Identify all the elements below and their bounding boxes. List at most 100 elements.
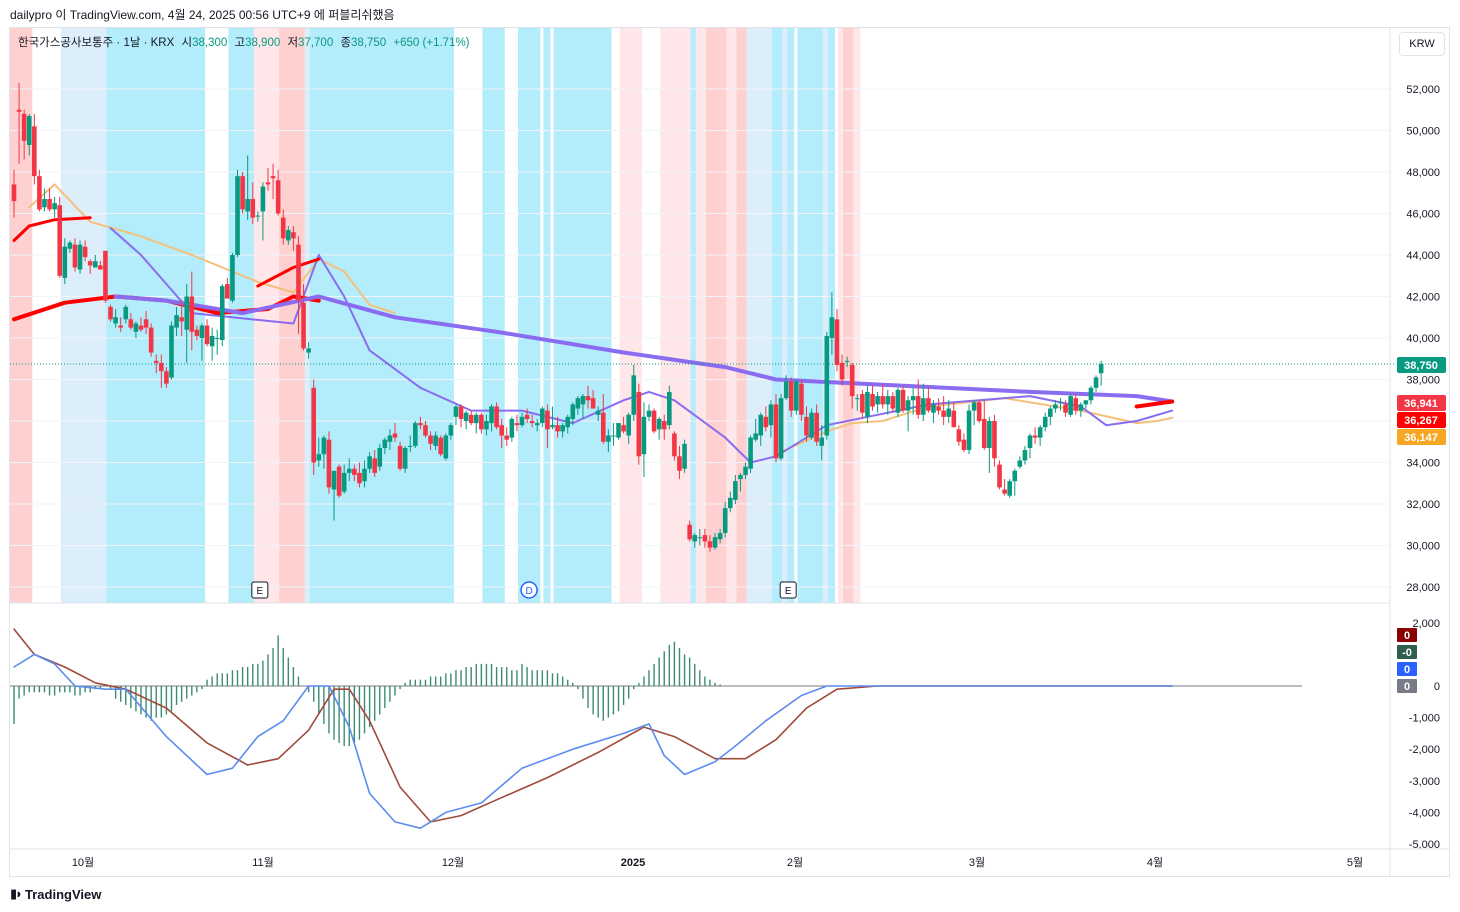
candle bbox=[473, 412, 479, 434]
candle-body bbox=[829, 317, 835, 338]
candle-body bbox=[743, 466, 748, 475]
symbol-legend[interactable]: 한국가스공사보통주 · 1날 · KRX 시38,300 고38,900 저37… bbox=[18, 34, 470, 50]
macd-value-label-bg bbox=[1397, 679, 1417, 693]
candle-body bbox=[809, 412, 814, 438]
candle bbox=[966, 404, 972, 455]
candle bbox=[921, 383, 926, 421]
candle bbox=[794, 379, 799, 415]
candle bbox=[1048, 406, 1053, 426]
candle bbox=[626, 412, 631, 444]
candle bbox=[194, 325, 200, 341]
candle-body bbox=[1063, 404, 1068, 413]
candle bbox=[346, 458, 352, 482]
candle bbox=[62, 238, 68, 285]
candle bbox=[92, 255, 98, 268]
candle-body bbox=[57, 205, 63, 276]
candle-body bbox=[346, 468, 352, 473]
candle-body bbox=[834, 319, 840, 365]
candle bbox=[646, 404, 652, 421]
background-band bbox=[746, 28, 774, 603]
candle bbox=[123, 304, 129, 324]
candle bbox=[418, 416, 423, 430]
candle-body bbox=[555, 425, 560, 432]
candle-body bbox=[575, 398, 581, 409]
candle bbox=[494, 402, 499, 430]
candle-body bbox=[1073, 398, 1079, 411]
candle bbox=[153, 354, 159, 374]
candle-body bbox=[377, 447, 383, 467]
candlestick-series bbox=[11, 82, 1104, 552]
candle-body bbox=[331, 470, 337, 490]
candle-body bbox=[286, 230, 291, 241]
candle bbox=[387, 429, 393, 451]
background-bands bbox=[10, 28, 861, 603]
candle bbox=[804, 406, 809, 442]
candle bbox=[87, 259, 93, 274]
macd-tick-label: -5,000 bbox=[1409, 839, 1440, 851]
background-band bbox=[853, 28, 861, 603]
candle-body bbox=[961, 439, 967, 451]
candle bbox=[47, 188, 52, 212]
tradingview-footer[interactable]: ▮◗ TradingView bbox=[10, 886, 101, 902]
candle-body bbox=[748, 437, 753, 469]
candle bbox=[286, 225, 291, 245]
candle-body bbox=[595, 410, 601, 415]
time-tick-label: 2월 bbox=[787, 856, 803, 869]
time-tick-label: 3월 bbox=[969, 856, 985, 869]
earnings-marker-icon bbox=[251, 581, 269, 599]
macd-value-label: 0 bbox=[1397, 628, 1417, 642]
candle-body bbox=[291, 232, 296, 239]
last-price-label-bg bbox=[1397, 357, 1446, 373]
candle-body bbox=[509, 418, 515, 438]
candle bbox=[941, 396, 946, 426]
candle bbox=[951, 402, 957, 428]
candle bbox=[458, 404, 464, 428]
candle-body bbox=[413, 423, 418, 446]
candle bbox=[743, 462, 748, 480]
chart-frame bbox=[9, 27, 1450, 877]
candle bbox=[722, 501, 728, 538]
background-band bbox=[553, 28, 612, 603]
candle bbox=[275, 169, 281, 216]
candle bbox=[1007, 479, 1012, 498]
candle bbox=[1042, 412, 1048, 432]
candle bbox=[905, 396, 911, 432]
candle bbox=[402, 445, 408, 473]
ma-red-line bbox=[1134, 399, 1175, 409]
candle-body bbox=[240, 176, 245, 210]
candle bbox=[555, 416, 560, 438]
candle bbox=[824, 331, 830, 440]
candle bbox=[82, 240, 88, 262]
candle-body bbox=[1098, 363, 1104, 374]
candle bbox=[270, 163, 276, 199]
candle-body bbox=[677, 456, 682, 471]
candle bbox=[407, 435, 413, 453]
candle-body bbox=[885, 396, 891, 405]
candle-body bbox=[1002, 489, 1007, 494]
candle-body bbox=[62, 246, 68, 278]
currency-button[interactable]: KRW bbox=[1399, 32, 1445, 56]
candle-body bbox=[153, 360, 159, 363]
candle bbox=[870, 385, 875, 411]
price-tick-label: 50,000 bbox=[1406, 126, 1440, 138]
candle bbox=[397, 441, 403, 471]
candle bbox=[992, 414, 997, 467]
candle bbox=[987, 416, 992, 473]
candle bbox=[489, 404, 494, 432]
candle-body bbox=[204, 325, 210, 345]
candle-body bbox=[692, 535, 698, 542]
candle bbox=[534, 418, 540, 432]
event-marker-label: D bbox=[525, 586, 532, 597]
price-tick-label: 38,000 bbox=[1406, 375, 1440, 387]
candle-body bbox=[1032, 435, 1038, 438]
candle bbox=[296, 236, 301, 334]
ma-orange-line bbox=[28, 183, 396, 315]
candle-body bbox=[484, 421, 489, 430]
candle-body bbox=[540, 408, 545, 424]
ma-purple-fast-line bbox=[109, 227, 1174, 464]
time-tick-label: 11월 bbox=[252, 856, 274, 869]
candle bbox=[890, 391, 896, 413]
candle bbox=[621, 416, 626, 434]
